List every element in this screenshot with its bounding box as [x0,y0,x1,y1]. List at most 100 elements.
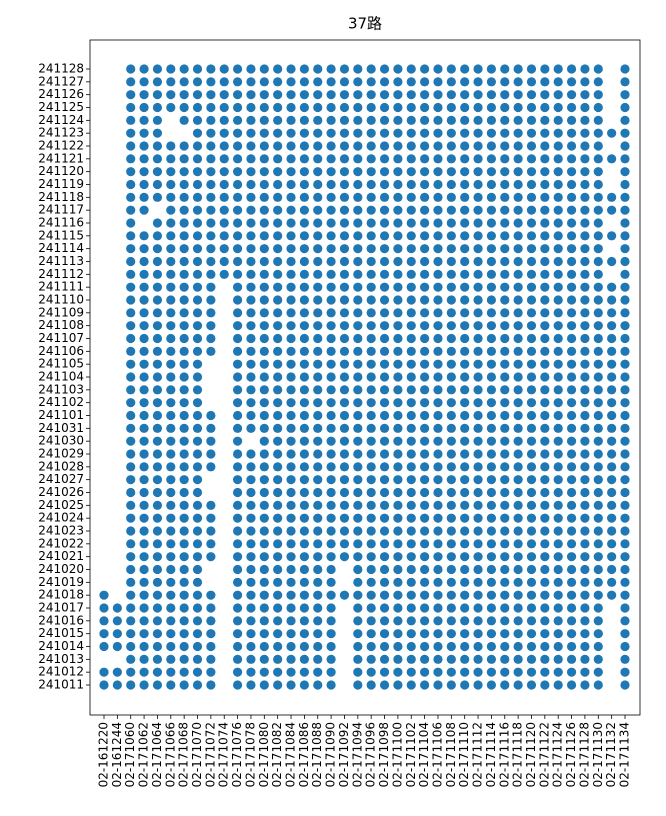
point [473,629,483,639]
point [473,654,483,664]
point [299,654,309,664]
point [460,179,470,190]
point [179,487,189,498]
point [379,629,390,639]
point [259,192,269,202]
point [406,475,416,485]
point [446,218,456,228]
point [580,436,590,446]
point [166,141,176,151]
point [206,115,216,125]
point [540,616,550,626]
point [326,475,336,485]
point [433,205,443,215]
point [500,616,510,626]
point [353,616,363,626]
point [500,436,510,446]
point [553,359,563,369]
point [593,398,603,408]
point [553,475,563,485]
point [460,603,470,613]
point [192,269,203,279]
point [152,321,163,331]
point [620,629,630,639]
point [460,269,470,279]
point [139,398,149,408]
point [620,141,630,151]
point [339,154,350,164]
point [206,244,216,254]
point [580,64,590,74]
point [553,179,563,190]
point [580,500,590,510]
point [313,244,323,254]
point [339,231,350,241]
point [353,680,363,690]
point [620,295,630,305]
point [192,667,203,677]
point [540,321,550,331]
point [406,346,416,356]
point [152,616,163,626]
y-tick-label: 241110 [38,293,84,307]
point [607,449,617,459]
point [620,539,630,549]
point [540,513,550,523]
point [99,616,109,626]
point [566,385,577,395]
point [152,423,163,433]
point [566,102,577,113]
point [420,64,430,74]
point [620,603,630,613]
point [607,398,617,408]
point [593,487,603,498]
point [379,526,390,536]
point [513,346,523,356]
point [232,333,243,344]
point [286,359,296,369]
point [580,641,590,652]
point [580,654,590,664]
point [580,102,590,113]
y-tick-label: 241027 [38,472,84,486]
point [620,423,630,433]
point [192,500,203,510]
point [232,449,243,459]
point [420,398,430,408]
point [379,205,390,215]
point [126,500,136,510]
point [313,487,323,498]
point [366,359,376,369]
point [286,462,296,472]
point [433,629,443,639]
point [126,654,136,664]
point [460,552,470,562]
point [553,616,563,626]
point [607,423,617,433]
point [232,90,243,100]
point [326,359,336,369]
point [353,77,363,87]
point [126,449,136,459]
point [139,244,149,254]
point [433,282,443,292]
point [232,128,243,138]
point [232,641,243,652]
point [353,410,363,421]
point [420,231,430,241]
point [166,436,176,446]
point [553,641,563,652]
point [473,564,483,575]
point [179,680,189,690]
point [192,90,203,100]
point [206,128,216,138]
point [299,577,309,587]
point [192,192,203,202]
point [513,577,523,587]
point [259,64,269,74]
point [339,513,350,523]
point [540,590,550,600]
point [446,513,456,523]
point [620,667,630,677]
x-tick-label: 02-171072 [203,722,217,787]
